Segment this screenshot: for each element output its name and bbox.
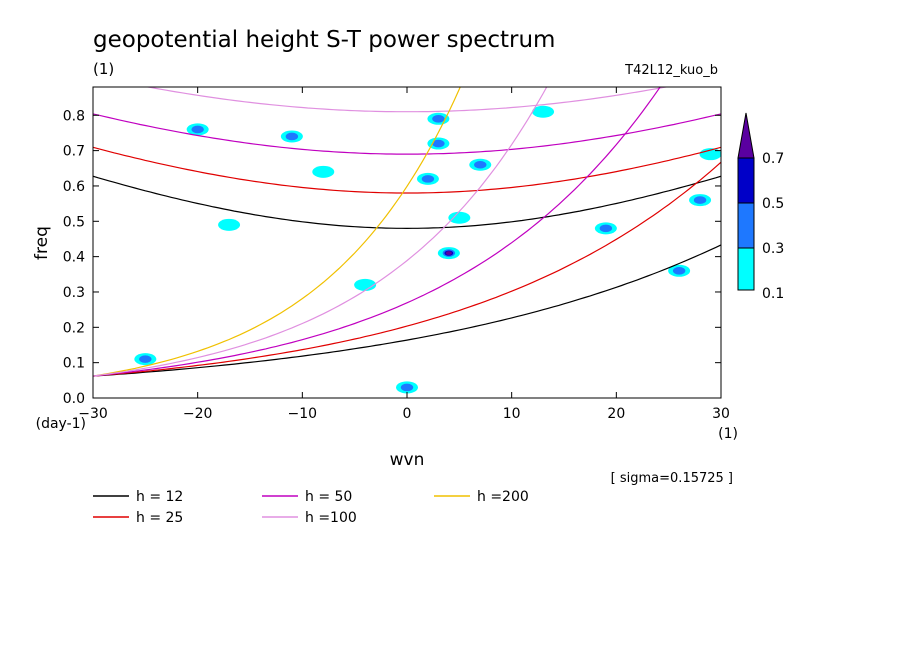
y-tick-label: 0.0 xyxy=(63,391,85,407)
y-tick-label: 0.4 xyxy=(63,250,85,266)
x-tick-label: 20 xyxy=(607,406,625,422)
chart-title: geopotential height S-T power spectrum xyxy=(93,27,555,53)
legend-label: h = 25 xyxy=(136,510,183,526)
y-tick-label: 0.6 xyxy=(63,179,85,195)
power-contour-core xyxy=(693,196,707,204)
y-unit-label: (day-1) xyxy=(36,416,86,432)
power-contour-core xyxy=(599,224,613,233)
dispersion-curve xyxy=(93,113,721,155)
x-unit-label: (1) xyxy=(718,426,738,442)
dispersion-curve xyxy=(93,87,661,377)
x-tick-label: 0 xyxy=(403,406,412,422)
power-contour-core xyxy=(432,139,445,148)
legend-label: h = 12 xyxy=(136,489,183,505)
power-contour xyxy=(354,278,377,291)
power-contour-core xyxy=(474,160,487,169)
power-contour-core xyxy=(672,266,686,275)
power-contour-core xyxy=(421,175,435,183)
dispersion-curve xyxy=(93,161,721,377)
power-contour-core xyxy=(191,125,204,134)
y-tick-label: 0.5 xyxy=(63,214,85,230)
sigma-annotation: [ sigma=0.15725 ] xyxy=(611,471,733,486)
plot-area xyxy=(93,87,721,398)
colorbar-label: 0.3 xyxy=(762,241,784,257)
dispersion-curves xyxy=(93,87,721,377)
legend-label: h = 50 xyxy=(305,489,352,505)
power-contour xyxy=(218,218,241,231)
y-tick-label: 0.7 xyxy=(63,144,85,160)
dispersion-curve xyxy=(144,87,670,113)
power-contour-core xyxy=(432,115,445,123)
x-tick-label: −20 xyxy=(183,406,213,422)
x-tick-label: −10 xyxy=(288,406,318,422)
dispersion-curve xyxy=(93,175,721,230)
colorbar: 0.1 0.3 0.5 0.7 xyxy=(737,112,784,302)
x-axis-label: wvn xyxy=(390,450,425,470)
dispersion-curve xyxy=(93,87,548,377)
colorbar-swatch xyxy=(737,247,755,291)
legend: h = 12 h = 25 h = 50 h =100 h =200 xyxy=(93,489,529,526)
power-contour-core xyxy=(445,251,452,256)
legend-label: h =200 xyxy=(477,489,529,505)
power-contour xyxy=(448,211,471,224)
dispersion-curve xyxy=(93,244,721,377)
colorbar-label: 0.5 xyxy=(762,196,784,212)
y-tick-label: 0.3 xyxy=(63,285,85,301)
y-tick-label: 0.8 xyxy=(63,108,85,124)
power-contours xyxy=(134,105,721,394)
dispersion-curve xyxy=(93,87,461,377)
power-contour-core xyxy=(139,355,152,363)
colorbar-swatch xyxy=(737,157,755,204)
y-tick-label: 0.2 xyxy=(63,320,85,336)
y-axis-label: freq xyxy=(32,226,52,260)
power-contour xyxy=(532,105,555,118)
y-axis: 0.0 0.1 0.2 0.3 0.4 0.5 0.6 0.7 0.8 xyxy=(63,108,721,407)
legend-label: h =100 xyxy=(305,510,357,526)
colorbar-label: 0.7 xyxy=(762,151,784,167)
y-tick-label: 0.1 xyxy=(63,356,85,372)
power-contour-core xyxy=(400,383,414,392)
colorbar-label: 0.1 xyxy=(762,286,784,302)
power-contour-core xyxy=(285,132,299,141)
x-axis: −30 −20 −10 0 10 20 30 xyxy=(78,87,730,422)
colorbar-swatch xyxy=(737,202,755,249)
power-contour xyxy=(312,165,335,178)
chart-subtitle-left: (1) xyxy=(93,60,114,78)
chart-subtitle-right: T42L12_kuo_b xyxy=(624,63,718,78)
x-tick-label: 10 xyxy=(503,406,521,422)
colorbar-top-triangle xyxy=(737,112,755,159)
dispersion-curve xyxy=(93,146,721,194)
x-tick-label: −30 xyxy=(78,406,108,422)
x-tick-label: 30 xyxy=(712,406,730,422)
